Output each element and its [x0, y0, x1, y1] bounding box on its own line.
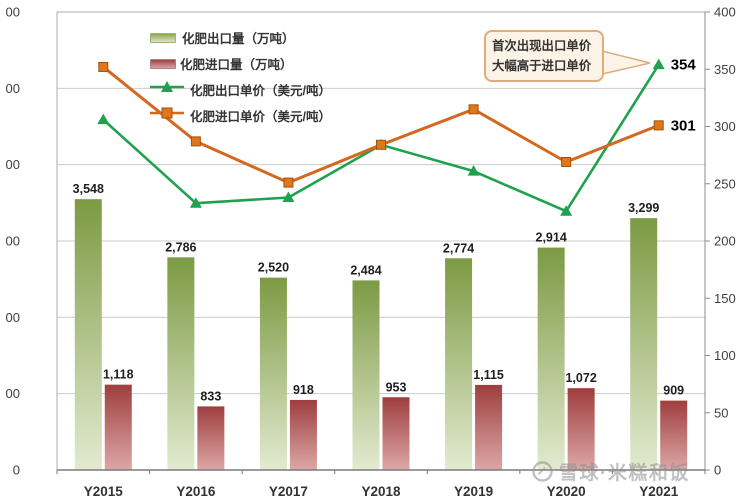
- bar-value-label: 1,115: [473, 368, 504, 382]
- right-axis-label: 300: [714, 119, 736, 134]
- x-axis-category-label: Y2017: [269, 484, 308, 499]
- legend-item-export-price: 化肥出口单价（美元/吨）: [150, 80, 331, 99]
- legend-label: 化肥出口量（万吨）: [182, 32, 295, 46]
- export-price-line-swatch-icon: [150, 80, 184, 99]
- bar-value-label: 3,299: [628, 201, 659, 215]
- bar-import-volume: [289, 399, 317, 470]
- legend-item-import-volume: 化肥进口量（万吨）: [150, 54, 331, 73]
- right-axis-label: 100: [714, 348, 736, 363]
- legend-item-export-volume: 化肥出口量（万吨）: [150, 28, 331, 47]
- annotation-line-2: 大幅高于进口单价: [492, 59, 592, 73]
- right-axis-label: 250: [714, 176, 736, 191]
- bar-value-label: 2,774: [443, 241, 474, 255]
- annotation-callout: 首次出现出口单价 大幅高于进口单价: [484, 30, 604, 82]
- bar-value-label: 2,914: [536, 231, 567, 245]
- bar-import-volume: [567, 388, 595, 470]
- right-axis-label: 50: [714, 405, 728, 420]
- bar-import-volume: [197, 406, 225, 470]
- bar-value-label: 1,118: [103, 368, 134, 382]
- bar-export-volume: [259, 277, 287, 470]
- bar-export-volume: [630, 218, 658, 470]
- import-price-marker: [190, 136, 201, 147]
- left-axis-label-fragment: 0: [13, 463, 20, 478]
- x-axis-category-label: Y2021: [639, 484, 679, 499]
- bar-value-label: 909: [663, 384, 684, 398]
- bar-value-label: 833: [200, 389, 221, 403]
- bar-import-volume: [382, 397, 410, 470]
- bar-value-label: 953: [386, 380, 407, 394]
- import-volume-bar-swatch-icon: [150, 58, 176, 69]
- import-price-marker: [376, 139, 386, 150]
- import-price-marker: [98, 61, 109, 72]
- annotation-callout-tail: [597, 49, 651, 76]
- export-volume-bar-swatch-icon: [150, 32, 176, 43]
- bar-value-label: 1,072: [566, 371, 597, 385]
- right-axis-label: 150: [714, 291, 736, 306]
- bar-export-volume: [352, 280, 380, 470]
- legend-label: 化肥进口量（万吨）: [180, 58, 293, 72]
- xueqiu-logo-icon: [532, 461, 553, 482]
- export-price-marker: [282, 191, 295, 202]
- x-axis-category-label: Y2018: [361, 484, 401, 499]
- right-axis-label: 0: [714, 463, 721, 478]
- bar-export-volume: [445, 258, 473, 470]
- watermark-text: 雪球·米糕和饭: [559, 463, 690, 484]
- left-axis-label-fragment: 00: [6, 386, 20, 401]
- import-price-line-swatch-icon: [150, 106, 184, 125]
- import-price-marker: [653, 120, 664, 131]
- bar-value-label: 2,786: [165, 240, 196, 254]
- line-end-value-label: 354: [671, 57, 697, 74]
- bar-value-label: 2,484: [350, 263, 381, 277]
- export-price-marker: [560, 205, 573, 216]
- legend-label: 化肥进口单价（美元/吨）: [190, 110, 331, 124]
- x-axis-category-label: Y2019: [454, 484, 493, 499]
- right-axis-label: 350: [714, 62, 736, 77]
- legend: 化肥出口量（万吨） 化肥进口量（万吨） 化肥出口单价（美元/吨） 化肥进口单价（…: [150, 28, 331, 125]
- annotation-line-1: 首次出现出口单价: [492, 39, 592, 53]
- left-axis-label-fragment: 00: [6, 310, 20, 325]
- import-price-marker: [283, 177, 294, 188]
- x-axis-category-label: Y2016: [176, 484, 216, 499]
- import-price-marker: [561, 156, 572, 167]
- bar-export-volume: [537, 247, 565, 470]
- import-price-marker: [468, 104, 479, 115]
- legend-item-import-price: 化肥进口单价（美元/吨）: [150, 106, 331, 125]
- left-axis-label-fragment: 00: [6, 81, 20, 96]
- bar-export-volume: [167, 257, 195, 470]
- bar-value-label: 3,548: [73, 182, 104, 196]
- bar-import-volume: [660, 400, 688, 470]
- bar-value-label: 2,520: [258, 261, 289, 275]
- right-axis-label: 400: [714, 5, 736, 20]
- export-price-marker: [189, 197, 202, 208]
- bar-import-volume: [475, 384, 503, 470]
- line-end-value-label: 301: [671, 117, 696, 134]
- left-axis-label-fragment: 00: [6, 234, 20, 249]
- legend-label: 化肥出口单价（美元/吨）: [190, 84, 331, 98]
- watermark: 雪球·米糕和饭: [531, 458, 690, 485]
- x-axis-category-label: Y2015: [84, 484, 124, 499]
- export-price-marker: [97, 113, 110, 125]
- bar-value-label: 918: [293, 383, 314, 397]
- x-axis-category-label: Y2020: [547, 484, 586, 499]
- export-price-marker: [652, 58, 665, 70]
- export-price-marker: [467, 165, 480, 176]
- bar-import-volume: [104, 384, 132, 470]
- right-axis-label: 200: [714, 234, 736, 249]
- bar-export-volume: [74, 199, 102, 471]
- left-axis-label-fragment: 00: [6, 5, 20, 20]
- left-axis-label-fragment: 00: [6, 157, 20, 172]
